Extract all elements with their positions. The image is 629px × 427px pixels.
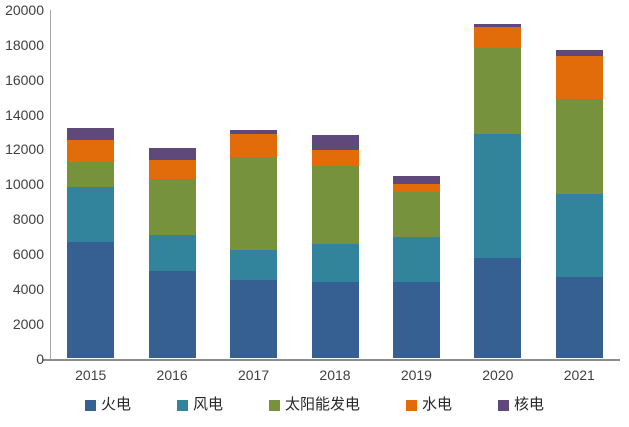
bar-segment-2015-风电 <box>67 186 115 242</box>
bar-segment-2018-太阳能发电 <box>311 165 359 245</box>
y-axis-tick-label: 20000 <box>5 2 44 18</box>
bar-segment-2016-风电 <box>148 234 196 271</box>
y-axis-tick-label: 6000 <box>12 245 44 262</box>
y-axis-tick-label: 12000 <box>5 141 44 158</box>
bar-segment-2020-火电 <box>474 258 522 359</box>
y-axis-tick-label: 2000 <box>12 315 44 332</box>
legend-label: 核电 <box>514 396 545 413</box>
bar-segment-2021-风电 <box>555 193 603 277</box>
legend-marker-icon <box>406 399 417 411</box>
bar-segment-2017-核电 <box>230 130 278 134</box>
bar-segment-2021-水电 <box>555 56 603 99</box>
y-axis-line <box>50 10 51 359</box>
bar-segment-2016-水电 <box>148 159 196 179</box>
bar-segment-2020-太阳能发电 <box>474 48 522 134</box>
bar-segment-2017-太阳能发电 <box>230 157 278 251</box>
legend-marker-icon <box>498 399 510 411</box>
y-axis-tick-label: 10000 <box>5 176 44 193</box>
bar-segment-2019-火电 <box>392 281 440 359</box>
x-axis-tick-label: 2020 <box>482 367 514 383</box>
bar-segment-2021-核电 <box>555 50 603 57</box>
y-axis-tick-label: 8000 <box>12 211 44 228</box>
bar-segment-2016-太阳能发电 <box>148 179 196 235</box>
y-axis-tick-label: 14000 <box>5 106 44 123</box>
x-axis-tick-label: 2016 <box>156 367 188 383</box>
bar-segment-2019-水电 <box>392 184 440 193</box>
legend-label: 火电 <box>100 396 131 413</box>
bar-segment-2019-核电 <box>392 175 440 185</box>
bar-segment-2015-太阳能发电 <box>67 162 115 187</box>
y-axis-tick-label: 4000 <box>12 280 44 297</box>
x-axis-tick-label: 2018 <box>319 367 351 383</box>
bar-segment-2016-火电 <box>148 270 196 359</box>
x-axis-tick-label: 2021 <box>563 367 595 383</box>
legend-item-核电: 核电 <box>498 397 544 413</box>
bar-segment-2018-火电 <box>311 281 359 359</box>
bar-segment-2020-水电 <box>474 26 522 49</box>
bar-segment-2021-火电 <box>555 276 603 359</box>
bar-segment-2018-水电 <box>311 150 359 166</box>
x-axis-tick-label: 2019 <box>400 367 432 383</box>
x-axis-line <box>43 358 620 361</box>
bar-segment-2015-水电 <box>67 139 115 163</box>
legend-marker-icon <box>176 399 188 411</box>
bar-segment-2018-风电 <box>311 244 359 282</box>
legend-item-太阳能发电: 太阳能发电 <box>268 396 360 413</box>
legend-label: 太阳能发电 <box>284 396 360 413</box>
y-axis-tick-label: 16000 <box>5 71 44 88</box>
bar-segment-2015-火电 <box>67 241 115 359</box>
bar-segment-2017-火电 <box>230 280 278 359</box>
bar-segment-2015-核电 <box>67 128 115 140</box>
legend-marker-icon <box>84 399 96 411</box>
x-axis-tick-label: 2015 <box>75 367 107 383</box>
bar-segment-2017-风电 <box>230 250 278 281</box>
legend-item-风电: 风电 <box>176 396 223 413</box>
legend-marker-icon <box>268 399 280 411</box>
bar-segment-2021-太阳能发电 <box>555 98 603 194</box>
bar-segment-2020-核电 <box>474 23 522 27</box>
legend-label: 风电 <box>192 396 223 413</box>
bar-segment-2016-核电 <box>148 147 196 160</box>
bar-segment-2019-风电 <box>392 236 440 282</box>
legend-label: 水电 <box>422 396 453 413</box>
bar-segment-2018-核电 <box>311 135 359 151</box>
bar-segment-2020-风电 <box>474 133 522 259</box>
y-axis-tick-label: 18000 <box>5 36 44 53</box>
y-axis-tick-label: 0 <box>36 350 44 367</box>
bar-segment-2019-太阳能发电 <box>392 192 440 237</box>
legend-item-水电: 水电 <box>406 397 452 413</box>
x-axis-tick-label: 2017 <box>237 367 270 383</box>
legend-item-火电: 火电 <box>84 396 131 413</box>
bar-segment-2017-水电 <box>230 133 278 158</box>
chart-legend: 火电 风电 太阳能发电 水电 核电 <box>0 397 629 413</box>
